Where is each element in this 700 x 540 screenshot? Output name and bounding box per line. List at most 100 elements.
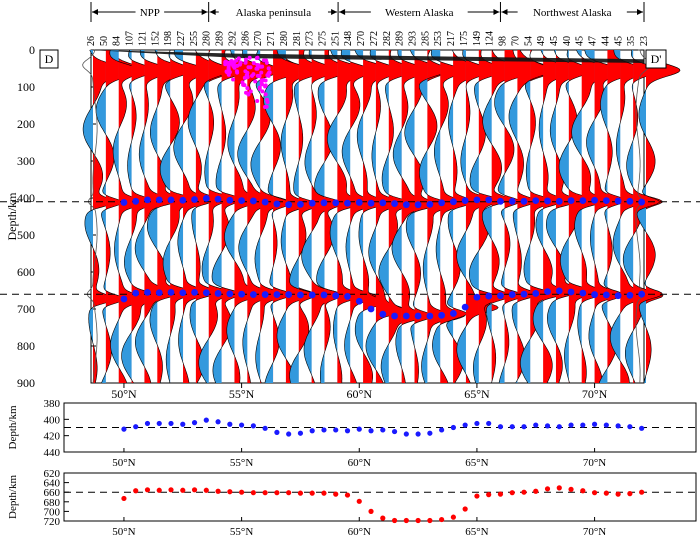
panel-data-point bbox=[168, 487, 174, 493]
d410-pick bbox=[473, 196, 481, 204]
panel-data-point bbox=[180, 487, 186, 493]
earthquake-hypocenter bbox=[253, 79, 258, 84]
earthquake-hypocenter bbox=[257, 85, 262, 90]
earthquake-hypocenter bbox=[223, 60, 228, 65]
trace-waveform bbox=[147, 49, 190, 384]
trace-negative-fill bbox=[365, 50, 376, 383]
earthquake-hypocenter bbox=[246, 91, 251, 96]
trace-negative-fill bbox=[237, 50, 248, 383]
trace-waveform bbox=[134, 49, 178, 384]
trace-positive-fill bbox=[646, 50, 680, 383]
earthquake-hypocenter bbox=[257, 74, 262, 79]
panel-data-point bbox=[509, 424, 515, 430]
d660-pick bbox=[426, 312, 434, 320]
d660-pick bbox=[261, 291, 269, 298]
d410-pick bbox=[191, 196, 198, 203]
trace-count-label: 54 bbox=[523, 36, 534, 46]
trace-count-label: 272 bbox=[369, 31, 380, 46]
earthquake-hypocenter bbox=[259, 70, 264, 75]
d660-pick bbox=[120, 295, 128, 303]
trace-waveform bbox=[545, 49, 589, 384]
x-tick-label: 55°N bbox=[229, 387, 255, 401]
panel-data-point bbox=[239, 489, 245, 495]
trace-count-label: 293 bbox=[408, 31, 419, 46]
trace-positive-fill bbox=[157, 50, 190, 383]
panel-data-point bbox=[168, 420, 174, 427]
panel-data-point bbox=[627, 491, 633, 497]
d660-pick bbox=[638, 290, 646, 298]
panel-data-point bbox=[486, 492, 492, 498]
y-tick-label: 900 bbox=[17, 376, 35, 390]
panel-data-point bbox=[439, 427, 445, 433]
trace-count-label: 45 bbox=[549, 36, 560, 46]
panel-data-point bbox=[203, 417, 209, 423]
d410-pick bbox=[238, 197, 246, 204]
trace-count-label: 255 bbox=[189, 31, 200, 46]
trace-waveform bbox=[430, 49, 468, 384]
panel-y-tick-label: 680 bbox=[44, 497, 61, 509]
trace-count-label: 175 bbox=[459, 31, 470, 46]
d660-pick bbox=[202, 289, 210, 297]
x-tick-label: 50°N bbox=[111, 387, 137, 401]
d410-pick bbox=[344, 199, 351, 207]
d660-pick bbox=[391, 312, 398, 320]
trace-waveform bbox=[598, 49, 643, 384]
trace-count-label: 280 bbox=[279, 31, 290, 46]
d660-pick bbox=[167, 288, 175, 296]
trace-waveform bbox=[326, 49, 369, 384]
d660-pick bbox=[626, 291, 634, 299]
trace-count-label: 217 bbox=[446, 31, 457, 46]
d660-pick bbox=[532, 290, 540, 297]
trace-waveform bbox=[446, 49, 490, 384]
d410-pick bbox=[579, 197, 587, 204]
trace-positive-fill bbox=[337, 50, 369, 383]
d660-pick bbox=[308, 291, 316, 299]
panel-data-point bbox=[333, 427, 339, 433]
d660-pick bbox=[402, 312, 410, 320]
panel-data-point bbox=[427, 430, 433, 436]
panel-data-point bbox=[356, 498, 362, 504]
d660-pick bbox=[297, 291, 304, 299]
earthquake-hypocenter bbox=[240, 80, 245, 85]
trace-count-label: 121 bbox=[137, 31, 148, 46]
panel-data-point bbox=[603, 422, 609, 428]
trace-negative-fill bbox=[83, 50, 93, 383]
d660-pick bbox=[414, 312, 422, 320]
trace-count-label: 26 bbox=[86, 36, 97, 46]
trace-count-label: 248 bbox=[343, 31, 354, 46]
panel-data-point bbox=[521, 489, 527, 495]
cross-section-panel: NPP Alaska peninsula Western Alaska Northwe… bbox=[0, 2, 700, 401]
earthquake-hypocenter bbox=[245, 75, 250, 80]
discontinuity-picks bbox=[120, 194, 646, 320]
trace-positive-fill bbox=[298, 50, 327, 383]
trace-positive-fill bbox=[504, 50, 539, 383]
trace-positive-fill bbox=[363, 50, 395, 383]
d660-pick bbox=[355, 297, 363, 305]
panel-x-tick-label: 70°N bbox=[583, 526, 606, 538]
trace-positive-fill bbox=[105, 50, 144, 383]
trace-count-label: 149 bbox=[472, 31, 483, 46]
earthquake-hypocenter bbox=[265, 99, 270, 104]
panel-data-point bbox=[191, 420, 198, 426]
panel-frame bbox=[63, 472, 697, 522]
panel-data-point bbox=[203, 487, 209, 493]
d410-pick bbox=[426, 200, 434, 208]
trace-count-label: 49 bbox=[536, 36, 547, 46]
x-tick-label: 70°N bbox=[582, 387, 608, 401]
d660-pick bbox=[367, 305, 375, 313]
trace-positive-fill bbox=[555, 50, 589, 383]
panel-data-point bbox=[415, 517, 421, 524]
panel-data-point bbox=[156, 487, 162, 493]
trace-positive-fill bbox=[607, 50, 643, 383]
trace-waveform bbox=[82, 49, 129, 384]
d660-pick bbox=[544, 288, 551, 296]
trace-positive-fill bbox=[633, 50, 663, 383]
d410-pick bbox=[285, 201, 293, 209]
profile-end-label: D' bbox=[651, 52, 662, 66]
panel-data-point bbox=[603, 490, 609, 496]
y-tick-label: 500 bbox=[17, 228, 35, 242]
panel-data-point bbox=[568, 486, 574, 492]
panel-y-tick-label: 700 bbox=[44, 506, 61, 518]
d660-pick bbox=[273, 291, 281, 298]
